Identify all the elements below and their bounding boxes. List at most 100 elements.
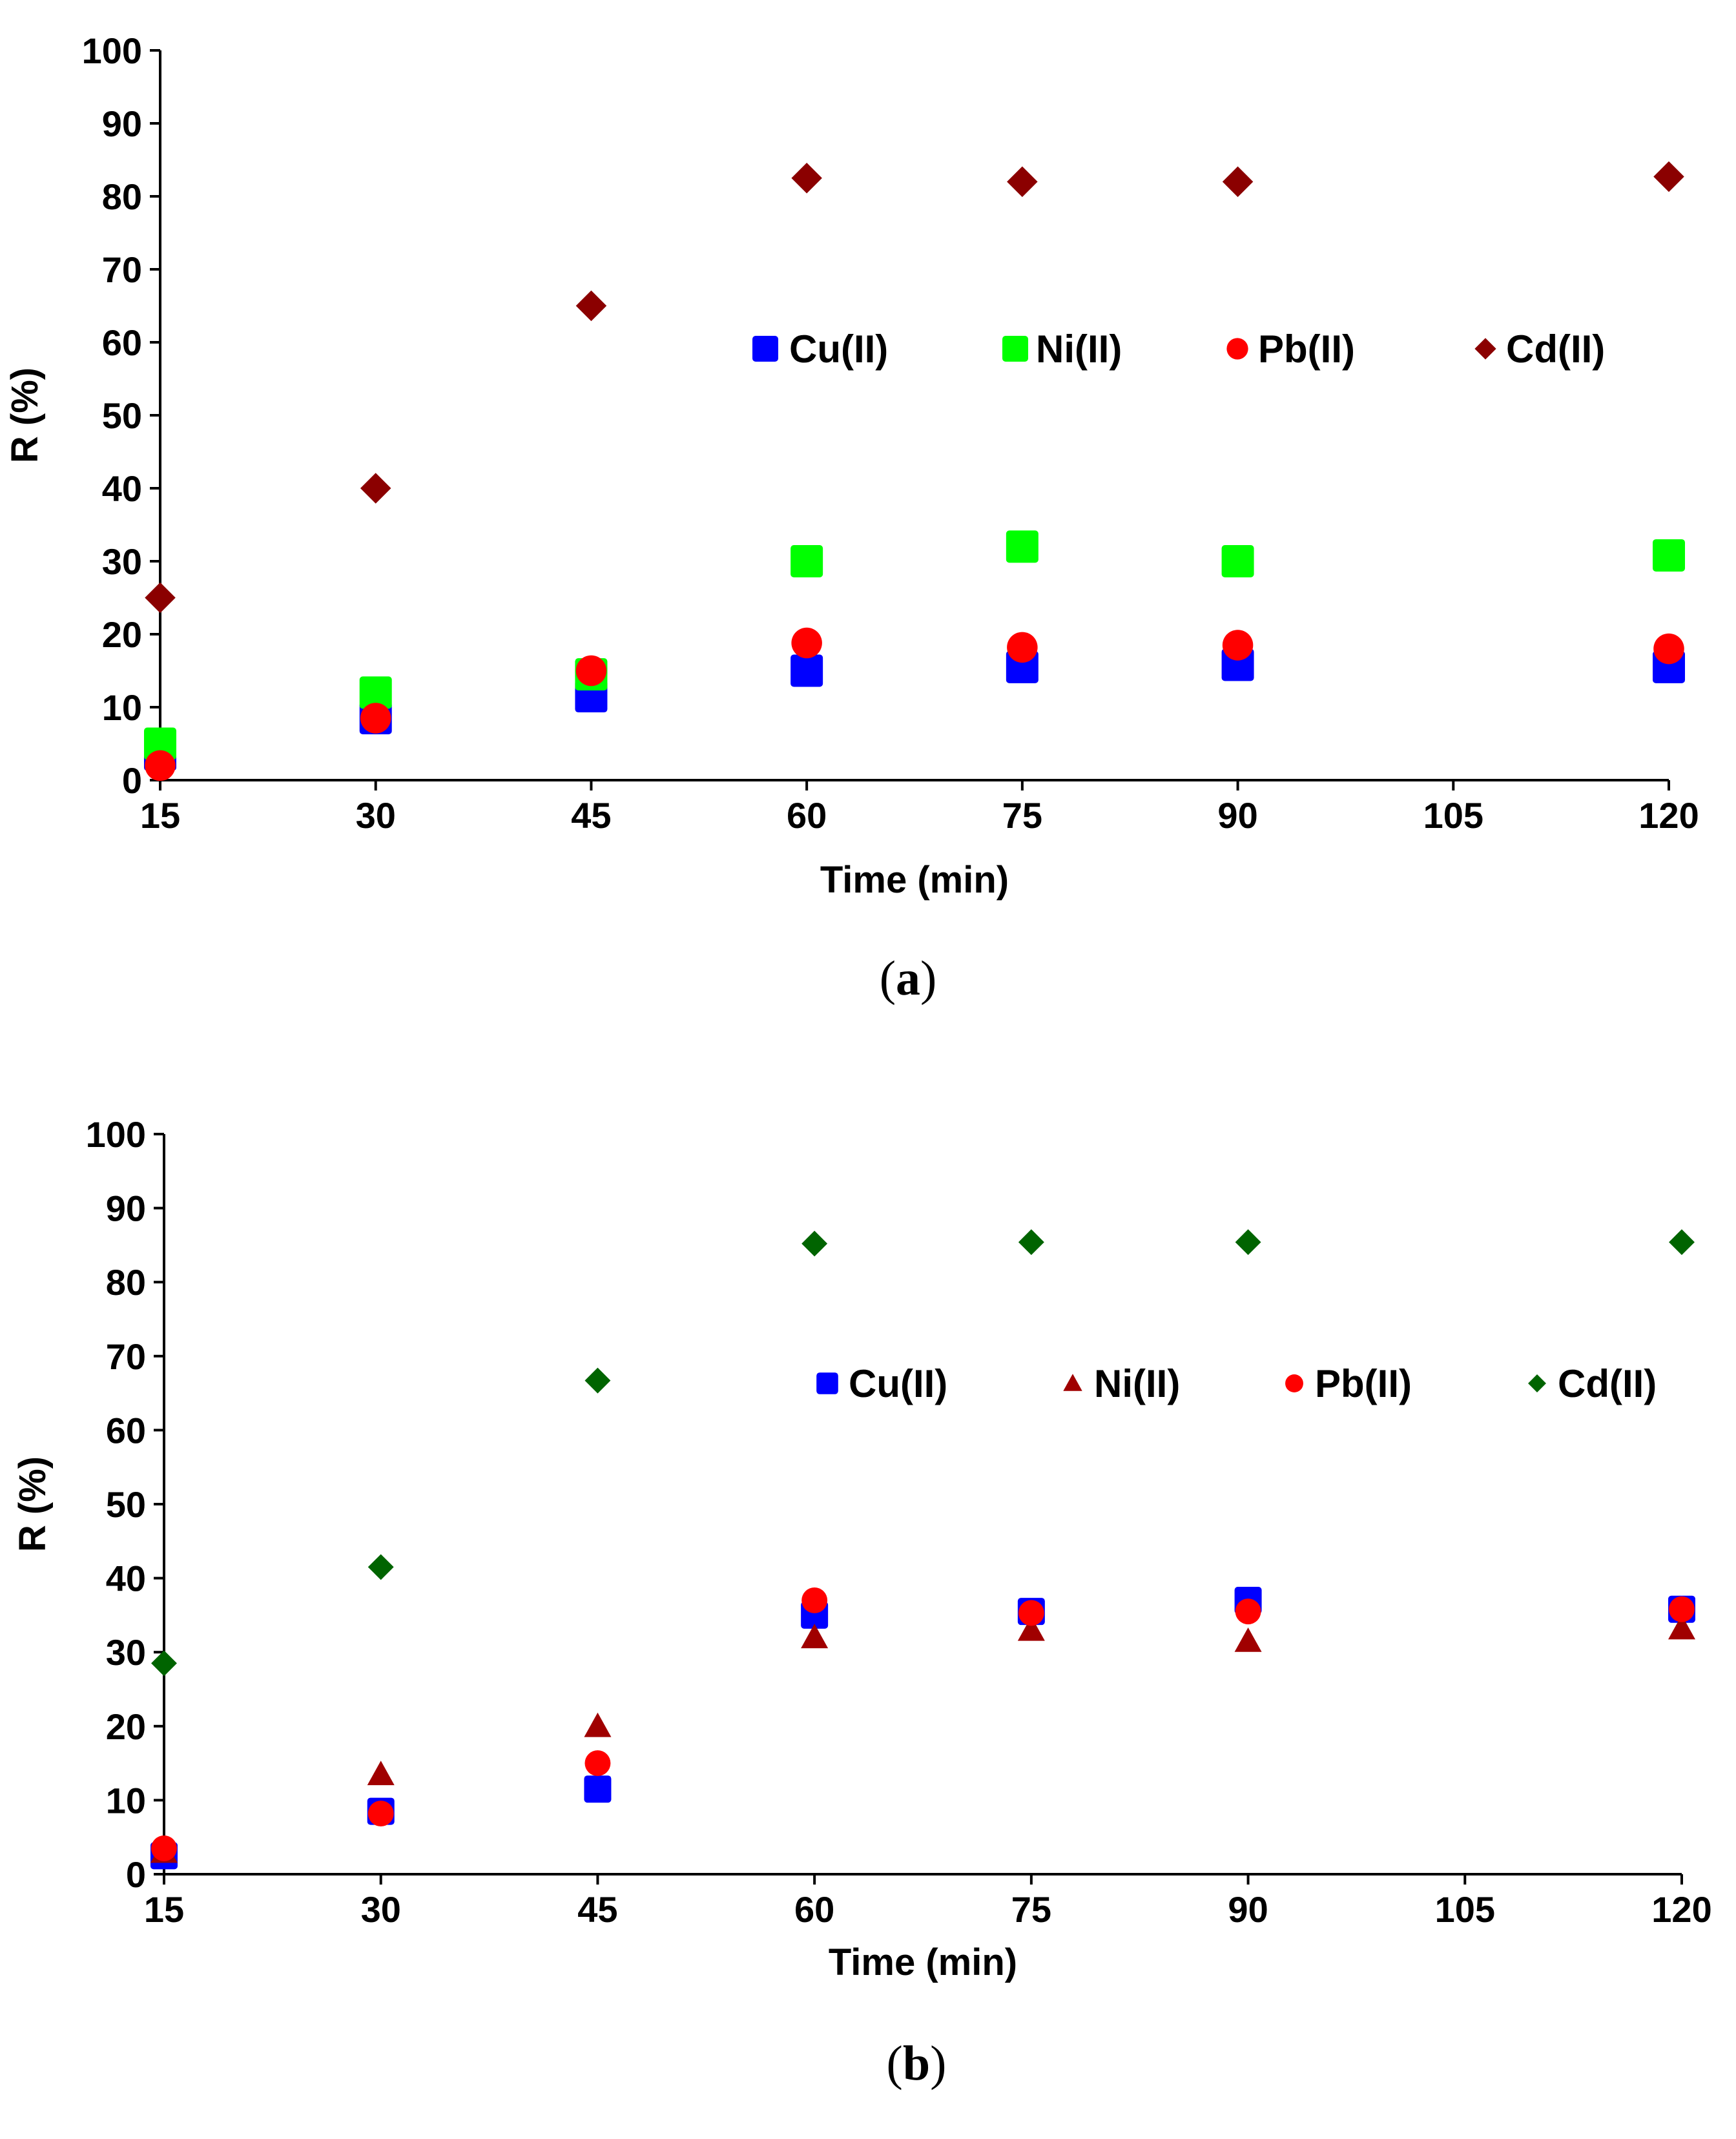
data-point (790, 545, 823, 577)
legend-label: Pb(II) (1258, 327, 1355, 371)
data-point (584, 1712, 612, 1737)
legend-marker (1002, 336, 1028, 362)
chart-panel-a: 0 10 20 30 40 50 60 70 80 90 100 15 30 45 60 75 90 105 120… (4, 30, 1699, 1006)
data-point (791, 627, 822, 659)
x-tick-label: 75 (1011, 1889, 1051, 1930)
legend-label: Cd(II) (1506, 327, 1605, 371)
data-point (1018, 1600, 1044, 1626)
x-tick-label: 120 (1638, 795, 1699, 836)
x-tick-label: 15 (144, 1889, 184, 1930)
data-point (1007, 632, 1038, 663)
y-tick-label: 10 (102, 687, 142, 728)
data-point (1653, 633, 1684, 665)
legend-label: Cd(II) (1558, 1362, 1657, 1405)
data-point (1018, 1229, 1044, 1256)
x-tick-label: 60 (794, 1889, 834, 1930)
y-tick-label: 10 (106, 1780, 146, 1821)
y-tick-label: 80 (106, 1262, 146, 1303)
y-tick-label: 60 (102, 322, 142, 363)
data-point (575, 290, 607, 322)
y-tick-label: 100 (86, 1114, 146, 1155)
y-tick-label: 50 (102, 395, 142, 436)
x-tick-label: 45 (577, 1889, 617, 1930)
data-point (145, 582, 176, 614)
y-tick-label: 90 (102, 103, 142, 144)
data-point (359, 676, 392, 709)
y-tick-label: 50 (106, 1484, 146, 1525)
x-tick-label: 30 (361, 1889, 401, 1930)
x-tick-label: 75 (1002, 795, 1042, 836)
legend-marker (1063, 1374, 1082, 1391)
x-tick-label: 90 (1217, 795, 1257, 836)
y-axis-title: R (%) (4, 367, 46, 463)
y-tick-label: 20 (102, 614, 142, 655)
data-point (1222, 166, 1254, 198)
data-point (584, 1750, 611, 1777)
data-point (367, 1801, 394, 1826)
y-tick-label: 30 (106, 1632, 146, 1673)
y-tick-label: 70 (106, 1336, 146, 1377)
data-point (801, 1624, 829, 1649)
legend-label: Ni(II) (1094, 1362, 1180, 1405)
y-tick-label: 80 (102, 176, 142, 217)
legend-marker (1474, 338, 1496, 360)
legend-label: Ni(II) (1036, 327, 1122, 371)
data-point (1653, 161, 1684, 192)
data-point (1235, 1598, 1261, 1625)
x-tick-label: 60 (787, 795, 827, 836)
panel-label: (a) (880, 951, 937, 1006)
panel-label: (b) (887, 2036, 947, 2091)
x-tick-label: 120 (1651, 1889, 1711, 1930)
x-axis-title: Time (min) (829, 1941, 1017, 1983)
data-point (1221, 545, 1254, 577)
legend-marker (1226, 338, 1248, 360)
y-tick-label: 40 (102, 468, 142, 509)
data-point (801, 1587, 828, 1613)
legend-marker (816, 1372, 838, 1394)
legend-label: Cu(II) (849, 1362, 947, 1405)
data-point (1222, 630, 1254, 661)
data-point (1235, 1229, 1261, 1256)
y-tick-label: 0 (122, 760, 142, 801)
data-point (575, 655, 607, 687)
y-tick-label: 60 (106, 1410, 146, 1451)
data-point (151, 1650, 177, 1677)
y-axis-title: R (%) (12, 1456, 54, 1552)
y-tick-label: 90 (106, 1188, 146, 1229)
data-point (360, 473, 391, 504)
x-tick-label: 15 (140, 795, 180, 836)
data-point (1668, 1615, 1695, 1640)
y-tick-label: 100 (82, 30, 142, 71)
data-point (1234, 1628, 1262, 1652)
data-point (790, 654, 823, 687)
x-tick-label: 45 (571, 795, 611, 836)
y-tick-label: 0 (126, 1854, 146, 1895)
data-point (145, 750, 176, 781)
data-point (360, 703, 391, 734)
y-tick-label: 20 (106, 1706, 146, 1747)
data-point (151, 1835, 177, 1861)
legend-label: Cu(II) (789, 327, 888, 371)
chart-panel-b: 0 10 20 30 40 50 60 70 80 90 100 15 30 45 60 75 90 105 120… (12, 1114, 1712, 2091)
data-point (1007, 166, 1038, 198)
data-point (791, 163, 822, 194)
y-tick-label: 40 (106, 1558, 146, 1599)
data-point (584, 1775, 612, 1803)
data-point (1653, 539, 1685, 572)
legend-label: Pb(II) (1315, 1362, 1412, 1405)
x-tick-label: 105 (1423, 795, 1483, 836)
data-point (367, 1554, 394, 1580)
legend-marker (1528, 1374, 1546, 1392)
legend-marker (752, 336, 778, 362)
data-point (367, 1761, 395, 1786)
data-point (1669, 1596, 1695, 1622)
data-point (1669, 1229, 1695, 1256)
data-point (1006, 530, 1038, 563)
x-tick-label: 90 (1228, 1889, 1268, 1930)
data-point (584, 1367, 611, 1394)
x-axis-title: Time (min) (820, 859, 1009, 901)
legend-marker (1285, 1374, 1303, 1392)
data-point (144, 727, 176, 760)
x-tick-label: 105 (1435, 1889, 1495, 1930)
